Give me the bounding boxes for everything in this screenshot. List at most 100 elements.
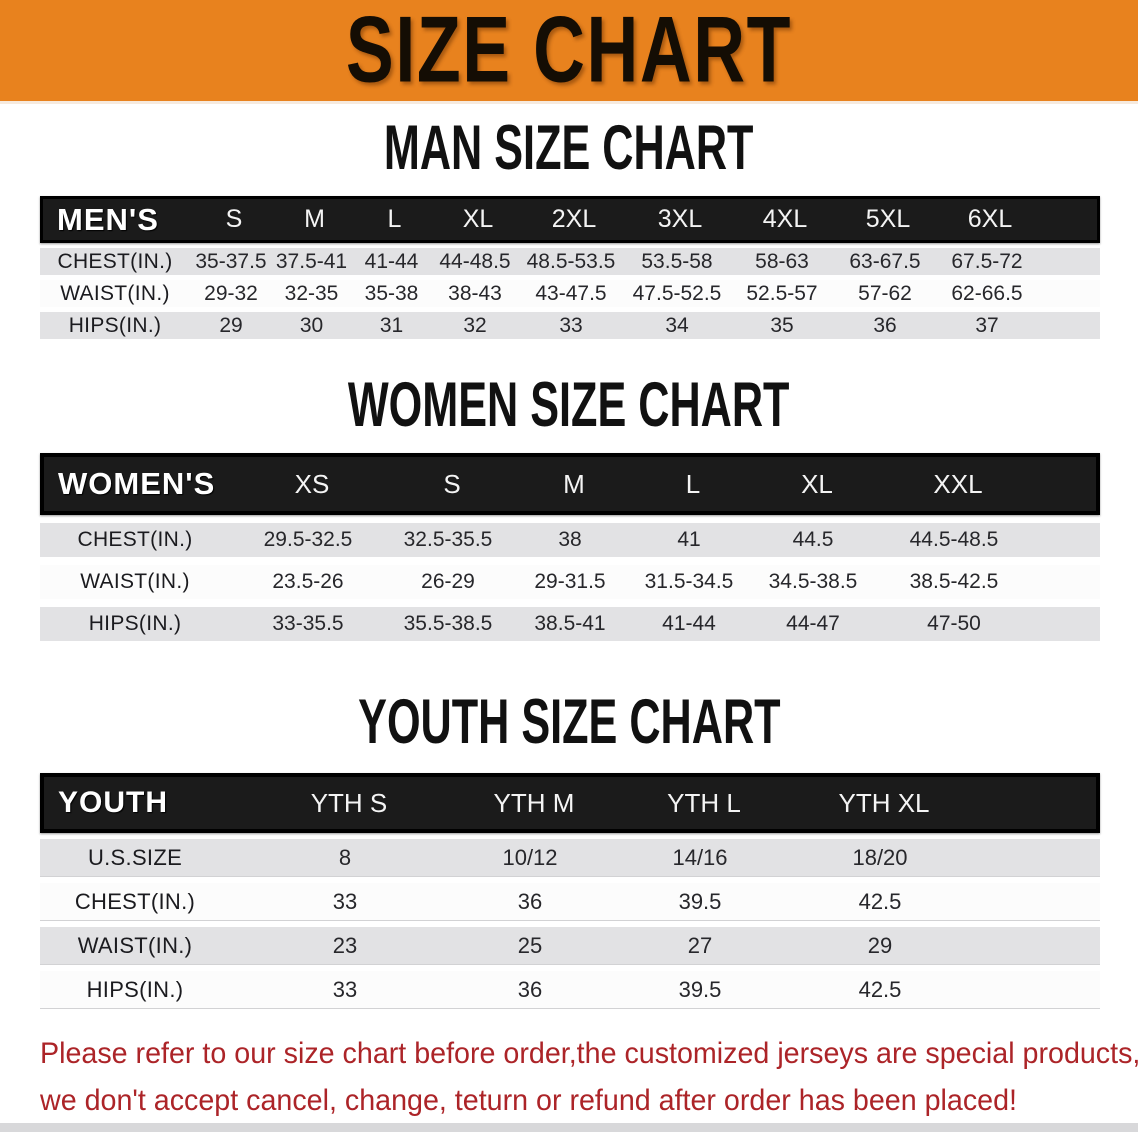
- women-table-corner-label: WOMEN'S: [58, 466, 216, 501]
- table-cell: 34: [665, 313, 689, 337]
- table-row: U.S.SIZE 8 10/12 14/16 18/20: [40, 839, 1100, 877]
- column-header: YTH S: [310, 787, 388, 818]
- table-cell: 32.5-35.5: [403, 528, 493, 551]
- table-cell: 8: [338, 844, 352, 870]
- table-cell: 57-62: [858, 281, 912, 305]
- row-label: U.S.SIZE: [87, 844, 183, 870]
- table-cell: 38.5-42.5: [909, 570, 999, 593]
- men-section-title: MAN SIZE CHART: [0, 112, 1138, 182]
- table-cell: 35: [770, 313, 794, 337]
- table-cell: 41-44: [662, 612, 716, 635]
- table-cell: 31.5-34.5: [644, 570, 734, 593]
- table-cell: 32: [463, 313, 487, 337]
- column-header: YTH XL: [838, 787, 930, 818]
- table-cell: 33: [332, 888, 358, 914]
- youth-table-header-row: YOUTH YTH S YTH M YTH L YTH XL: [40, 773, 1100, 833]
- women-table-body: CHEST(IN.) 29.5-32.5 32.5-35.5 38 41 44.5 44.5…: [40, 523, 1100, 641]
- table-cell: 52.5-57: [746, 281, 818, 305]
- table-cell: 30: [299, 313, 324, 337]
- disclaimer-line-2: we don't accept cancel, change, teturn o…: [40, 1084, 1018, 1117]
- table-cell: 36: [517, 976, 543, 1002]
- column-header: 6XL: [967, 205, 1013, 233]
- row-label: HIPS(IN.): [88, 612, 182, 635]
- column-header: S: [443, 468, 461, 499]
- column-header: 3XL: [657, 205, 703, 233]
- table-cell: 37.5-41: [275, 249, 348, 273]
- row-label: CHEST(IN.): [57, 249, 173, 273]
- women-section-title-text: WOMEN SIZE CHART: [348, 369, 790, 440]
- column-header: S: [225, 205, 243, 233]
- table-cell: 37: [975, 313, 999, 337]
- table-cell: 35-38: [364, 281, 419, 305]
- table-cell: 25: [517, 932, 543, 958]
- disclaimer-text: Please refer to our size chart before or…: [40, 1030, 1138, 1124]
- column-header: L: [685, 468, 701, 499]
- table-cell: 29: [867, 932, 893, 958]
- youth-section-title-text: YOUTH SIZE CHART: [357, 686, 781, 757]
- table-row: HIPS(IN.) 29 30 31 32 33 34 35 36 37: [40, 312, 1100, 339]
- column-header: YTH L: [667, 787, 741, 818]
- table-cell: 26-29: [421, 570, 475, 593]
- table-cell: 47.5-52.5: [632, 281, 722, 305]
- column-header: XL: [462, 205, 494, 233]
- table-row: HIPS(IN.) 33-35.5 35.5-38.5 38.5-41 41-44 44-…: [40, 607, 1100, 641]
- table-cell: 47-50: [927, 612, 981, 635]
- table-cell: 38: [558, 528, 582, 551]
- men-size-table: MEN'S S M L XL 2XL 3XL 4XL 5XL 6XL CHEST(IN.) 35-…: [40, 196, 1100, 339]
- table-cell: 44-47: [786, 612, 840, 635]
- men-table-corner-label: MEN'S: [57, 201, 159, 237]
- table-cell: 41: [677, 528, 701, 551]
- disclaimer-line-1: Please refer to our size chart before or…: [40, 1037, 1138, 1070]
- banner-title: SIZE CHART: [345, 0, 793, 103]
- table-cell: 39.5: [678, 976, 722, 1002]
- table-cell: 62-66.5: [951, 281, 1023, 305]
- table-cell: 33: [332, 976, 358, 1002]
- table-row: CHEST(IN.) 35-37.5 37.5-41 41-44 44-48.5 48.5…: [40, 248, 1100, 275]
- table-cell: 41-44: [364, 249, 419, 273]
- table-cell: 29: [219, 313, 243, 337]
- bottom-edge-strip: [0, 1123, 1138, 1132]
- column-header: M: [304, 205, 325, 233]
- table-row: CHEST(IN.) 29.5-32.5 32.5-35.5 38 41 44.5 44.5…: [40, 523, 1100, 557]
- table-cell: 39.5: [678, 888, 722, 914]
- youth-table-corner-label: YOUTH: [58, 786, 168, 819]
- banner: SIZE CHART: [0, 0, 1138, 104]
- youth-size-table: YOUTH YTH S YTH M YTH L YTH XL U.S.SIZE 8 10/…: [40, 773, 1100, 1009]
- women-section-title: WOMEN SIZE CHART: [0, 369, 1138, 440]
- column-header: 4XL: [762, 205, 808, 233]
- row-label: HIPS(IN.): [86, 976, 184, 1002]
- table-cell: 63-67.5: [849, 249, 921, 273]
- table-cell: 10/12: [502, 844, 558, 870]
- men-table-body: CHEST(IN.) 35-37.5 37.5-41 41-44 44-48.5 48.5…: [40, 248, 1100, 339]
- row-label: HIPS(IN.): [68, 313, 162, 337]
- table-cell: 48.5-53.5: [526, 249, 616, 273]
- table-row: CHEST(IN.) 33 36 39.5 42.5: [40, 883, 1100, 921]
- column-header: XL: [801, 468, 833, 499]
- table-cell: 44.5-48.5: [909, 528, 999, 551]
- table-cell: 43-47.5: [535, 281, 607, 305]
- column-header: 2XL: [551, 205, 597, 233]
- row-label: WAIST(IN.): [80, 570, 190, 593]
- row-label: CHEST(IN.): [77, 528, 193, 551]
- table-cell: 38-43: [448, 281, 502, 305]
- table-cell: 29-32: [204, 281, 258, 305]
- row-label: CHEST(IN.): [74, 888, 196, 914]
- table-cell: 32-35: [284, 281, 339, 305]
- table-cell: 38.5-41: [534, 612, 606, 635]
- table-cell: 34.5-38.5: [768, 570, 858, 593]
- table-cell: 23.5-26: [272, 570, 344, 593]
- table-cell: 23: [332, 932, 358, 958]
- table-cell: 29-31.5: [534, 570, 606, 593]
- youth-section-title: YOUTH SIZE CHART: [0, 686, 1138, 757]
- table-row: WAIST(IN.) 23.5-26 26-29 29-31.5 31.5-34.5 34…: [40, 565, 1100, 599]
- table-cell: 67.5-72: [951, 249, 1023, 273]
- table-row: WAIST(IN.) 23 25 27 29: [40, 927, 1100, 965]
- table-cell: 33-35.5: [272, 612, 344, 635]
- table-cell: 35.5-38.5: [403, 612, 493, 635]
- table-cell: 27: [687, 932, 713, 958]
- column-header: 5XL: [865, 205, 911, 233]
- table-row: WAIST(IN.) 29-32 32-35 35-38 38-43 43-47.5 47.…: [40, 280, 1100, 307]
- table-cell: 29.5-32.5: [263, 528, 353, 551]
- table-cell: 33: [559, 313, 583, 337]
